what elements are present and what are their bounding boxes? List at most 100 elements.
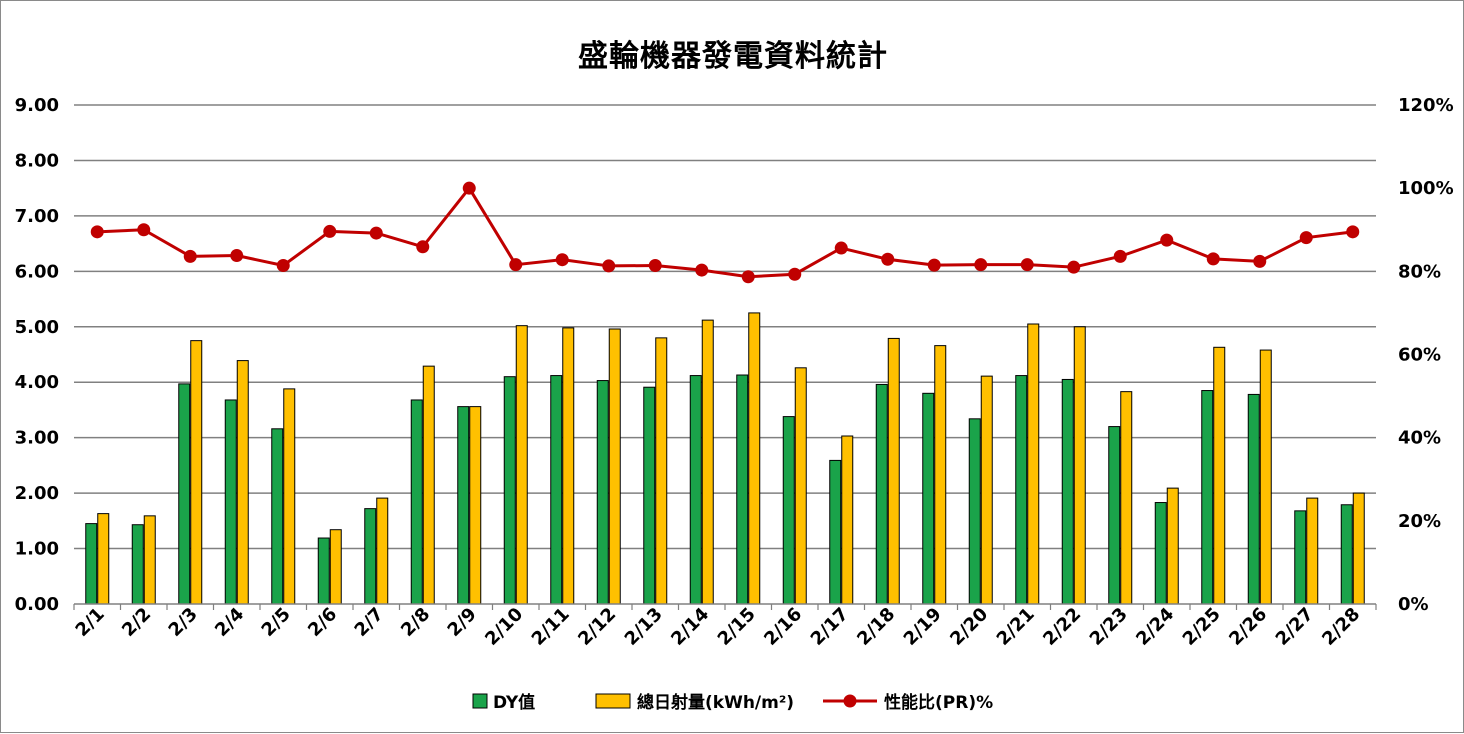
y-left-tick-label: 9.00 [15,95,59,116]
bar-dy [1201,390,1214,605]
pr-point [1020,258,1034,272]
x-tick-label: 2/26 [1225,604,1271,650]
pr-point [276,259,290,273]
bar-dy [131,524,144,605]
bar-dy [410,399,423,605]
bar-dy [782,416,795,605]
y-left-tick-label: 0.00 [15,594,59,615]
pr-point [183,249,197,263]
bar-irradiance [1027,323,1040,605]
pr-point [90,225,104,239]
bar-irradiance [794,367,807,605]
x-tick-label: 2/6 [304,604,341,641]
bar-dy [271,428,284,605]
bar-dy [457,406,470,605]
bar-irradiance [841,435,854,605]
bar-irradiance [515,325,528,605]
bar-dy [178,383,191,605]
bar-irradiance [1120,391,1133,605]
bar-irradiance [980,375,993,605]
x-tick-label: 2/19 [900,604,946,650]
pr-point [369,226,383,240]
bar-dy [1340,504,1353,605]
x-tick-label: 2/2 [118,604,155,641]
x-tick-label: 2/5 [258,604,295,641]
y-right-tick-label: 0% [1398,594,1429,615]
x-tick-label: 2/12 [574,604,620,650]
x-tick-label: 2/18 [853,604,899,650]
x-tick-label: 2/16 [760,604,806,650]
pr-point [741,270,755,284]
bar-irradiance [469,406,482,605]
pr-point [230,249,244,263]
x-tick-label: 2/27 [1272,604,1318,650]
bar-dy [596,380,609,605]
pr-point [323,224,337,238]
y-right-tick-label: 60% [1398,345,1441,366]
x-tick-label: 2/14 [667,604,713,650]
x-tick-label: 2/23 [1086,604,1132,650]
bar-dy [1294,510,1307,605]
bar-irradiance [1213,346,1226,605]
x-tick-label: 2/13 [621,604,667,650]
y-left-tick-label: 1.00 [15,539,59,560]
bar-irradiance [1352,492,1365,605]
legend-swatch-dy [472,693,488,709]
pr-point [1113,249,1127,263]
bar-irradiance [1259,349,1272,605]
pr-point [974,258,988,272]
y-left-tick-label: 7.00 [15,206,59,227]
bar-irradiance [1166,487,1179,605]
x-tick-label: 2/4 [211,604,248,641]
bar-dy [550,375,563,605]
x-tick-label: 2/3 [165,604,202,641]
bar-dy [1247,393,1260,605]
bar-irradiance [562,327,575,605]
legend-label-pr: 性能比(PR)% [884,692,993,713]
pr-point [1067,260,1081,274]
pr-point [555,253,569,267]
pr-point [1160,233,1174,247]
x-tick-label: 2/8 [397,604,434,641]
pr-point [695,263,709,277]
bar-dy [1154,502,1167,605]
x-tick-label: 2/15 [714,604,760,650]
chart-title: 盛輪機器發電資料統計 [578,39,888,74]
bar-irradiance [143,515,156,605]
bar-irradiance [934,345,947,605]
pr-point [1253,254,1267,268]
pr-point [881,252,895,266]
x-tick-label: 2/9 [444,604,481,641]
y-left-tick-label: 8.00 [15,150,59,171]
x-tick-label: 2/20 [946,604,992,650]
x-tick-label: 2/22 [1039,604,1085,650]
pr-point [602,259,616,273]
bar-dy [1108,426,1121,605]
pr-point [648,259,662,273]
bar-irradiance [1306,497,1319,605]
x-tick-label: 2/17 [807,604,853,650]
y-left-tick-label: 4.00 [15,372,59,393]
pr-point [788,267,802,281]
bar-dy [364,508,377,605]
gridlines [74,104,1376,550]
pr-point [834,241,848,255]
bar-dy [968,418,981,605]
pr-point [1206,252,1220,266]
x-tick-label: 2/28 [1318,604,1364,650]
x-tick-label: 2/1 [72,604,109,641]
x-tick-label: 2/7 [351,604,388,641]
bar-irradiance [422,365,435,605]
pr-point [1299,231,1313,245]
bar-dy [1061,378,1074,605]
pr-point [509,258,523,272]
legend-label-irradiance: 總日射量(kWh/m²) [637,692,794,713]
bar-dy [689,375,702,605]
pr-point [1346,225,1360,239]
legend-label-dy: DY值 [493,692,535,713]
bar-dy [875,383,888,605]
legend: DY值 總日射量(kWh/m²) 性能比(PR)% [472,692,993,713]
bar-irradiance [608,328,621,605]
bars [85,312,1365,605]
y-right-tick-label: 100% [1398,178,1454,199]
